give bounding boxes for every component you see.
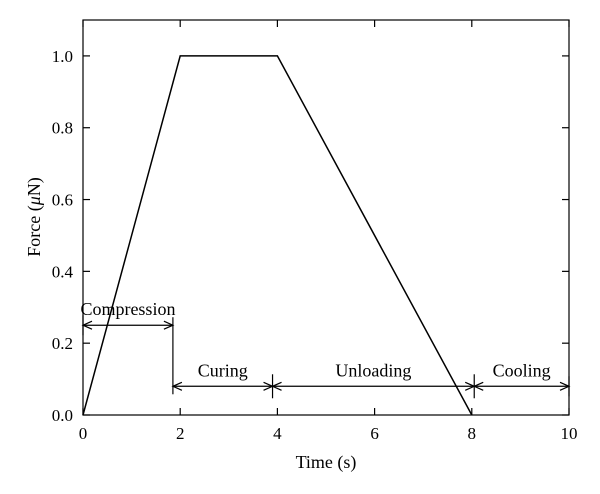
phase-label-compression: Compression: [80, 299, 175, 319]
y-tick-label: 0.8: [52, 119, 73, 138]
y-tick-label: 0.6: [52, 191, 73, 210]
x-tick-label: 6: [370, 424, 379, 443]
y-axis-label-suffix: N): [24, 177, 45, 196]
x-tick-label: 4: [273, 424, 282, 443]
x-tick-labels: 0 2 4 6 8 10: [79, 424, 578, 443]
phase-label-curing: Curing: [198, 360, 248, 380]
y-tick-label: 0.2: [52, 334, 73, 353]
phase-label-unloading: Unloading: [335, 360, 411, 380]
x-tick-label: 10: [561, 424, 578, 443]
y-tick-labels: 0.0 0.2 0.4 0.6 0.8 1.0: [52, 47, 74, 425]
y-axis-label-prefix: Force (: [24, 205, 45, 256]
x-tick-label: 0: [79, 424, 88, 443]
y-tick-label: 1.0: [52, 47, 73, 66]
phase-annotations: Compression Curing Unloading Cooling: [80, 299, 571, 399]
x-tick-label: 2: [176, 424, 185, 443]
force-curve: [82, 55, 473, 416]
plot-frame: [82, 19, 570, 416]
y-tick-label: 0.0: [52, 406, 73, 425]
tick-marks: [82, 20, 570, 416]
x-axis-label: Time (s): [296, 452, 357, 473]
y-axis-label-unit-symbol: μ: [24, 196, 44, 206]
y-axis-label: Force (μN): [24, 177, 45, 257]
phase-label-cooling: Cooling: [493, 360, 551, 380]
x-tick-label: 8: [468, 424, 477, 443]
y-tick-label: 0.4: [52, 262, 74, 281]
